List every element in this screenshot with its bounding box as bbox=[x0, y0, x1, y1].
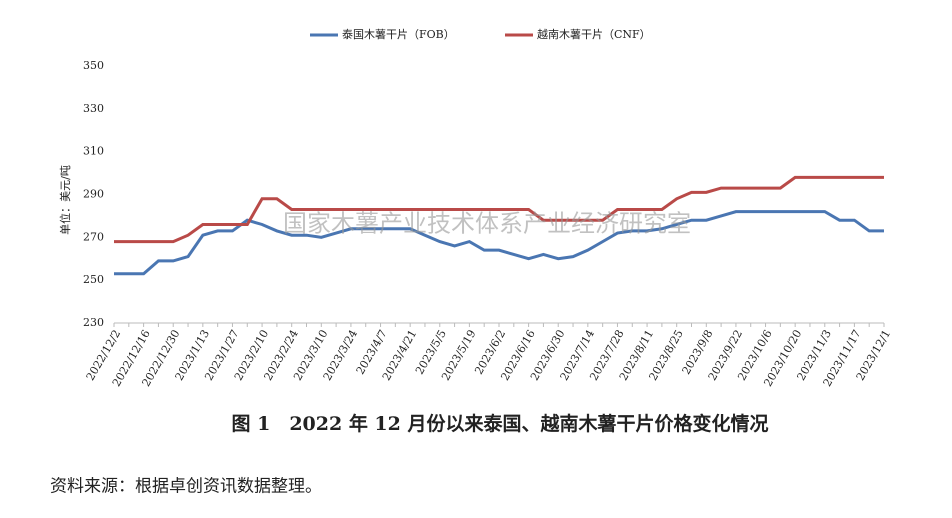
y-tick-label: 290 bbox=[83, 188, 104, 201]
legend-label: 越南木薯干片（CNF） bbox=[537, 27, 651, 41]
y-axis-label: 单位：美元/吨 bbox=[58, 165, 72, 235]
legend-label: 泰国木薯干片（FOB） bbox=[342, 27, 455, 41]
y-tick-label: 350 bbox=[83, 59, 104, 72]
y-tick-label: 230 bbox=[83, 316, 104, 329]
chart-title: 图 1 2022 年 12 月份以来泰国、越南木薯干片价格变化情况 bbox=[231, 412, 768, 435]
y-tick-label: 270 bbox=[83, 230, 104, 243]
y-tick-label: 310 bbox=[83, 145, 104, 158]
watermark: 国家木薯产业技术体系产业经济研究室 bbox=[283, 210, 691, 238]
series-line bbox=[114, 175, 884, 244]
y-tick-label: 250 bbox=[83, 273, 104, 286]
source-note: 资料来源：根据卓创资讯数据整理。 bbox=[50, 477, 322, 497]
y-tick-label: 330 bbox=[83, 102, 104, 115]
